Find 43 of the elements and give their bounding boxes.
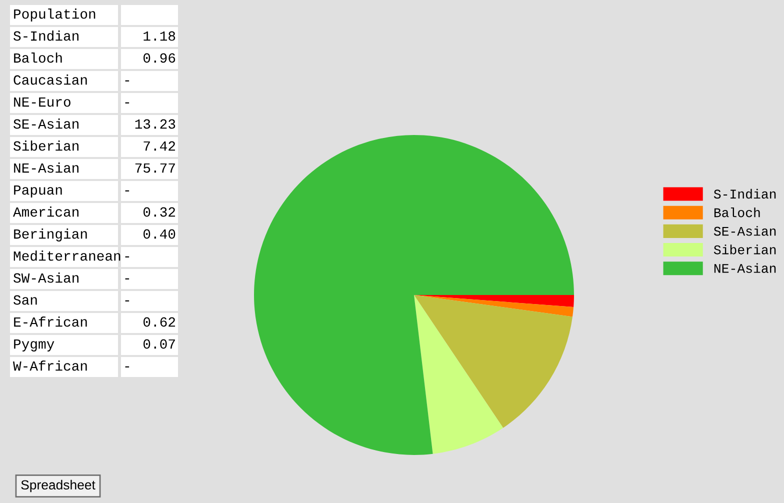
text: -: [125, 190, 130, 192]
category-label: S-Indian: [14, 30, 78, 41]
category-label: Mediterranean: [14, 250, 120, 261]
category-label: SW-Asian: [14, 272, 78, 283]
text: 0.96: [144, 53, 176, 63]
category-label: SE-Asian: [14, 118, 78, 129]
category-label: San: [14, 295, 37, 305]
text: 7.42: [144, 141, 176, 151]
text: 1.18: [144, 31, 176, 41]
category-label: E-African: [14, 316, 87, 327]
pie-slice: [414, 295, 573, 428]
category-label: American: [13, 206, 78, 217]
text: 75.77: [135, 163, 175, 173]
text: Spreadsheet: [21, 480, 96, 492]
legend-label: SE-Asian: [714, 226, 776, 236]
category-label: NE-Euro: [14, 97, 70, 107]
text: -: [125, 256, 130, 258]
pie-slice: [414, 295, 504, 454]
category-label: NE-Asian: [14, 162, 78, 173]
text: 0.40: [144, 229, 176, 239]
text: 0.07: [144, 339, 175, 349]
category-label: Siberian: [14, 140, 78, 151]
category-label: Papuan: [14, 185, 62, 198]
legend-label: Baloch: [714, 208, 760, 218]
category-label: Beringian: [14, 228, 87, 242]
category-label: Pygmy: [14, 339, 54, 352]
pie-slice: [414, 295, 574, 317]
legend-label: Siberian: [714, 244, 776, 254]
text: -: [125, 366, 130, 368]
pie-slice: [254, 135, 574, 455]
category-label: Caucasian: [14, 74, 87, 85]
text: 0.32: [144, 207, 176, 217]
legend-label: NE-Asian: [714, 263, 776, 273]
text: 13.23: [135, 119, 176, 129]
category-label: W-African: [13, 360, 87, 371]
text: 0.62: [144, 317, 176, 327]
legend-label: S-Indian: [714, 188, 776, 199]
category-label: Baloch: [14, 52, 62, 63]
text: -: [125, 80, 130, 82]
text: -: [125, 300, 130, 302]
text: Population: [14, 8, 96, 22]
text: -: [125, 278, 130, 280]
text: -: [125, 102, 130, 104]
